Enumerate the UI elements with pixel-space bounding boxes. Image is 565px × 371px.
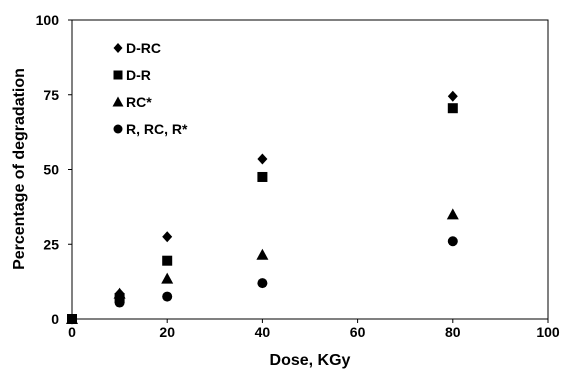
data-markers	[66, 90, 459, 325]
data-point-triangle	[256, 248, 269, 260]
y-tick-label: 0	[51, 311, 59, 327]
data-point-square	[447, 103, 458, 114]
y-tick-label: 25	[43, 236, 59, 252]
data-point-circle	[162, 291, 173, 302]
data-point-circle	[257, 278, 268, 289]
data-point-triangle	[446, 208, 459, 220]
data-point-diamond	[447, 90, 458, 102]
y-tick-label: 75	[43, 87, 59, 103]
data-point-circle	[114, 297, 125, 308]
legend-label: D-R	[126, 67, 151, 83]
legend-marker-diamond	[113, 43, 123, 53]
data-point-square	[257, 171, 268, 182]
data-point-circle	[447, 236, 458, 247]
y-axis-title: Percentage of degradation	[11, 68, 28, 270]
legend: D-RC D-R RC* R, RC, R*	[112, 40, 188, 137]
x-axis-ticks: 0 20 40 60 80 100	[68, 319, 560, 340]
plot-area	[71, 19, 549, 320]
x-tick-label: 100	[536, 324, 560, 340]
data-point-triangle	[161, 272, 174, 284]
y-tick-label: 100	[36, 12, 60, 28]
legend-marker-circle	[113, 124, 123, 134]
x-axis-title: Dose, KGy	[270, 352, 351, 369]
legend-label: R, RC, R*	[126, 121, 188, 137]
legend-label: RC*	[126, 94, 152, 110]
data-point-diamond	[257, 153, 268, 165]
x-tick-label: 80	[445, 324, 461, 340]
data-point-circle	[67, 314, 77, 324]
data-point-diamond	[162, 231, 173, 243]
x-tick-label: 20	[159, 324, 175, 340]
data-point-square	[162, 255, 173, 266]
y-tick-label: 50	[43, 162, 59, 178]
legend-label: D-RC	[126, 40, 161, 56]
x-tick-label: 0	[68, 324, 76, 340]
legend-marker-triangle	[112, 96, 124, 107]
x-tick-label: 40	[255, 324, 271, 340]
y-axis-ticks: 0 25 50 75 100	[36, 12, 72, 327]
data-point-triangle	[113, 287, 126, 299]
x-tick-label: 60	[350, 324, 366, 340]
legend-marker-square	[113, 70, 123, 80]
